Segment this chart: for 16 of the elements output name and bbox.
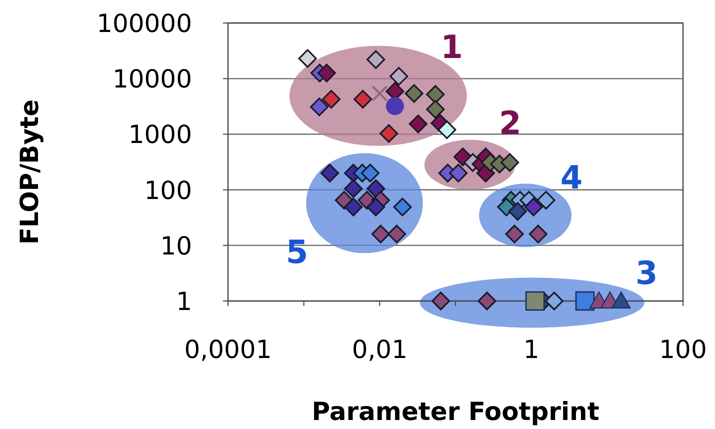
annotation: 3 xyxy=(635,254,658,292)
x-tick-label: 1 xyxy=(523,335,540,364)
y-tick-label: 10000 xyxy=(112,64,192,94)
annotation: 1 xyxy=(440,28,463,66)
y-tick-label: 1 xyxy=(176,287,192,316)
annotation: 4 xyxy=(560,158,583,196)
x-tick-label: 0,0001 xyxy=(184,335,272,364)
y-axis-title: FLOP/Byte xyxy=(15,99,44,245)
y-tick-label: 100000 xyxy=(96,9,192,38)
y-tick-label: 1000 xyxy=(128,120,192,150)
x-axis-title: Parameter Footprint xyxy=(312,397,600,426)
y-tick-label: 10 xyxy=(160,231,192,260)
x-tick-label: 100 xyxy=(659,335,707,364)
annotation: 2 xyxy=(498,104,522,142)
y-tick-label: 100 xyxy=(144,176,192,205)
x-tick-label: 0,01 xyxy=(352,335,408,364)
